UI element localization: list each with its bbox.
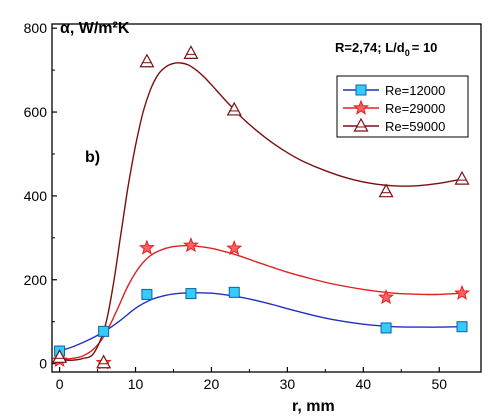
data-point-star: [226, 239, 243, 256]
y-tick-label: 800: [24, 20, 48, 36]
legend-marker-triangle: [353, 117, 369, 132]
params-label: R=2,74; L/d: [335, 40, 405, 55]
data-point-square: [456, 321, 468, 333]
data-point-triangle-outline: [378, 183, 394, 198]
plot-frame: [51, 23, 482, 373]
data-point-triangle: [454, 170, 470, 185]
x-axis-label: r, mm: [292, 398, 335, 415]
data-point-square: [228, 286, 240, 298]
params-value: = 10: [412, 40, 438, 55]
data-point-star: [378, 289, 395, 305]
data-point-triangle-outline: [52, 349, 68, 363]
panel-label: b): [85, 149, 100, 166]
y-tick-label: 400: [24, 188, 48, 204]
data-point-square: [185, 288, 197, 300]
y-tick-label: 600: [24, 104, 48, 120]
data-point-triangle: [378, 183, 394, 198]
data-point-triangle: [96, 354, 112, 369]
y-axis-label: α, W/m²K: [60, 20, 130, 37]
data-point-triangle-outline: [183, 45, 199, 59]
data-point-square: [98, 325, 110, 337]
data-point-star: [454, 284, 471, 300]
series-curve-star: [59, 244, 463, 361]
data-point-square: [380, 322, 392, 334]
legend-marker-square: [355, 84, 367, 96]
x-tick-label: 40: [356, 376, 372, 392]
data-point-triangle: [52, 349, 68, 363]
data-point-square: [141, 288, 153, 300]
y-tick-label: 200: [24, 272, 48, 288]
data-point-triangle-outline: [226, 101, 242, 116]
data-point-star: [182, 236, 199, 253]
x-tick-label: 50: [431, 376, 447, 392]
y-tick-label: 0: [39, 356, 47, 372]
data-point-triangle: [183, 45, 199, 59]
data-point-star: [138, 239, 155, 255]
data-point-triangle-outline: [96, 354, 112, 369]
data-point-triangle: [139, 53, 155, 68]
data-point-triangle: [226, 101, 242, 116]
legend-marker-triangle-outline: [353, 117, 369, 132]
x-tick-label: 0: [56, 376, 64, 392]
series-curve-square: [59, 292, 463, 352]
x-tick-label: 30: [280, 376, 296, 392]
data-point-triangle-outline: [454, 170, 470, 185]
legend-label: Re=59000: [385, 119, 445, 134]
legend-label: Re=12000: [385, 83, 445, 98]
data-point-triangle-outline: [139, 53, 155, 68]
legend-label: Re=29000: [385, 101, 445, 116]
params-subscript: 0: [405, 48, 410, 58]
series-curve-triangle: [59, 62, 463, 362]
params-annotation: R=2,74; L/d0 = 10: [335, 40, 437, 58]
legend-marker-star: [352, 99, 370, 115]
x-tick-label: 20: [204, 376, 220, 392]
x-tick-label: 10: [128, 376, 144, 392]
legend: Re=12000 Re=29000 Re=59000: [336, 75, 469, 138]
